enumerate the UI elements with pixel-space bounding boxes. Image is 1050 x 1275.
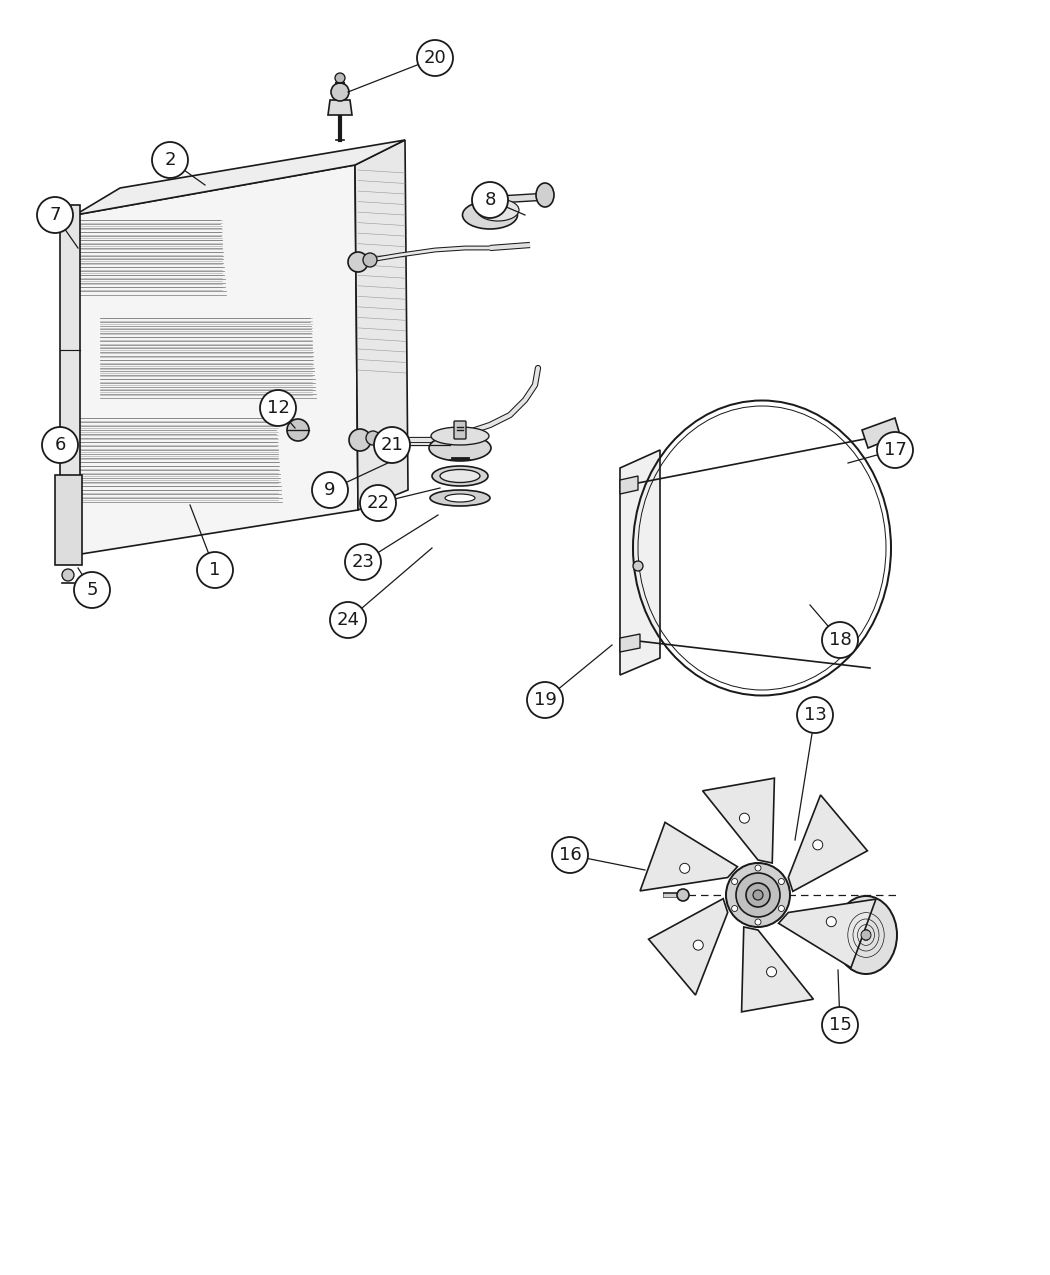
- Circle shape: [62, 569, 74, 581]
- Text: 21: 21: [380, 436, 403, 454]
- Circle shape: [472, 182, 508, 218]
- Text: 5: 5: [86, 581, 98, 599]
- Circle shape: [330, 602, 366, 638]
- Circle shape: [287, 419, 309, 441]
- FancyBboxPatch shape: [454, 421, 466, 439]
- Circle shape: [726, 863, 790, 927]
- Polygon shape: [620, 476, 638, 493]
- Circle shape: [822, 622, 858, 658]
- Circle shape: [349, 428, 371, 451]
- Circle shape: [732, 878, 737, 885]
- Circle shape: [633, 561, 643, 571]
- Polygon shape: [702, 778, 775, 863]
- Ellipse shape: [536, 184, 554, 207]
- Circle shape: [736, 873, 780, 917]
- Circle shape: [739, 813, 750, 824]
- Text: 13: 13: [803, 706, 826, 724]
- Text: 24: 24: [336, 611, 359, 629]
- Ellipse shape: [462, 201, 518, 229]
- Circle shape: [732, 905, 737, 912]
- Polygon shape: [789, 794, 867, 891]
- Text: 6: 6: [55, 436, 66, 454]
- Circle shape: [797, 697, 833, 733]
- Ellipse shape: [477, 199, 519, 221]
- Circle shape: [345, 544, 381, 580]
- Circle shape: [348, 252, 368, 272]
- Circle shape: [826, 917, 836, 927]
- Circle shape: [37, 198, 74, 233]
- Circle shape: [331, 83, 349, 101]
- Circle shape: [766, 966, 777, 977]
- Polygon shape: [741, 927, 814, 1012]
- Circle shape: [822, 1007, 858, 1043]
- Text: 7: 7: [49, 207, 61, 224]
- Circle shape: [366, 431, 380, 445]
- Polygon shape: [75, 140, 405, 215]
- Ellipse shape: [445, 493, 475, 502]
- Polygon shape: [640, 822, 737, 891]
- Circle shape: [813, 840, 823, 850]
- Circle shape: [197, 552, 233, 588]
- Circle shape: [877, 432, 914, 468]
- Circle shape: [677, 889, 689, 901]
- Text: 23: 23: [352, 553, 375, 571]
- Ellipse shape: [429, 435, 491, 462]
- Circle shape: [753, 890, 763, 900]
- Circle shape: [417, 40, 453, 76]
- Ellipse shape: [432, 465, 488, 486]
- Circle shape: [778, 905, 784, 912]
- Ellipse shape: [430, 490, 490, 506]
- Circle shape: [755, 919, 761, 924]
- Text: 15: 15: [828, 1016, 852, 1034]
- Polygon shape: [55, 476, 82, 565]
- Ellipse shape: [430, 427, 489, 445]
- Circle shape: [374, 427, 410, 463]
- Polygon shape: [862, 418, 900, 448]
- Circle shape: [693, 940, 704, 950]
- Circle shape: [861, 929, 872, 940]
- Text: 8: 8: [484, 191, 496, 209]
- Text: 2: 2: [164, 150, 175, 170]
- Text: 1: 1: [209, 561, 220, 579]
- Ellipse shape: [440, 469, 480, 482]
- Text: 18: 18: [828, 631, 852, 649]
- Text: 19: 19: [533, 691, 556, 709]
- Polygon shape: [60, 205, 80, 555]
- Polygon shape: [75, 164, 358, 555]
- Circle shape: [552, 836, 588, 873]
- Circle shape: [755, 864, 761, 871]
- Circle shape: [312, 472, 348, 507]
- Polygon shape: [328, 99, 352, 115]
- Ellipse shape: [835, 896, 897, 974]
- Text: 12: 12: [267, 399, 290, 417]
- Polygon shape: [649, 899, 728, 995]
- Text: 16: 16: [559, 847, 582, 864]
- Polygon shape: [355, 140, 408, 510]
- Circle shape: [746, 884, 770, 907]
- Polygon shape: [620, 634, 640, 652]
- Text: 22: 22: [366, 493, 390, 513]
- Circle shape: [260, 390, 296, 426]
- Circle shape: [527, 682, 563, 718]
- Text: 20: 20: [423, 48, 446, 68]
- Text: 9: 9: [324, 481, 336, 499]
- Circle shape: [42, 427, 78, 463]
- Polygon shape: [620, 450, 660, 674]
- Text: 17: 17: [883, 441, 906, 459]
- Circle shape: [335, 73, 345, 83]
- Circle shape: [360, 484, 396, 521]
- Circle shape: [74, 572, 110, 608]
- Circle shape: [152, 142, 188, 179]
- Circle shape: [363, 252, 377, 266]
- Circle shape: [778, 878, 784, 885]
- Circle shape: [679, 863, 690, 873]
- Polygon shape: [778, 899, 876, 968]
